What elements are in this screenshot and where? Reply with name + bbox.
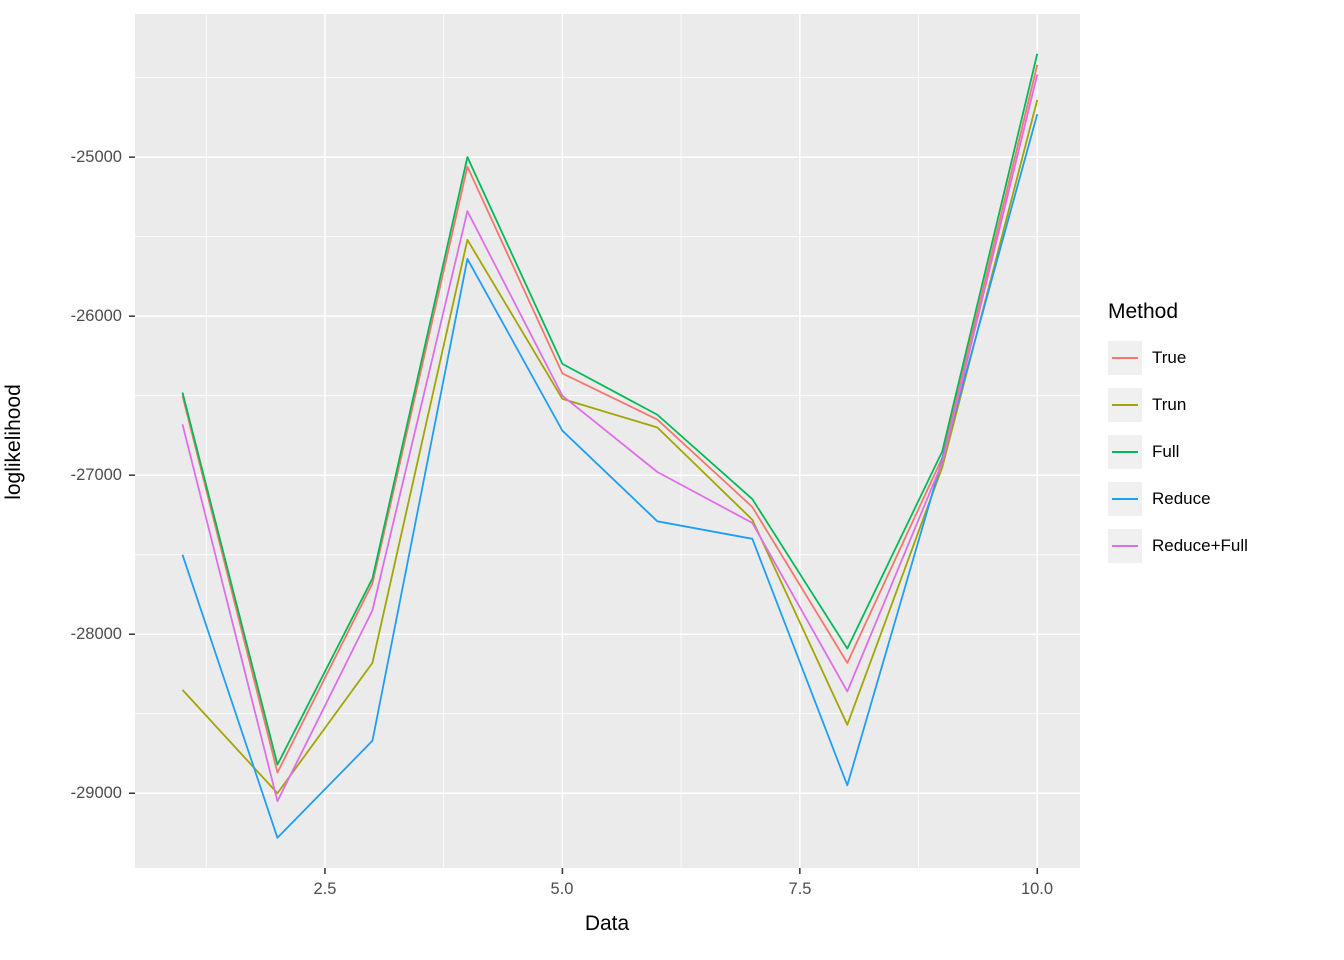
y-tick-label: -28000: [70, 625, 122, 643]
legend-key: [1108, 388, 1142, 422]
series-line-reduce: [181, 113, 1039, 839]
legend-item: True: [1108, 338, 1338, 378]
legend-line-icon: [1112, 498, 1138, 500]
legend-line-icon: [1112, 357, 1138, 359]
legend-label: Reduce: [1152, 489, 1211, 508]
x-tick-label: 10.0: [1020, 880, 1054, 898]
legend-label: Trun: [1152, 395, 1187, 414]
legend: Method True Trun Full Reduce Reduce+Full: [1108, 300, 1338, 573]
legend-line-icon: [1112, 545, 1138, 547]
legend-item: Reduce: [1108, 479, 1338, 519]
legend-key: [1108, 529, 1142, 563]
x-tick-label: 5.0: [550, 880, 574, 898]
series-line-trun: [181, 99, 1039, 795]
legend-key: [1108, 435, 1142, 469]
legend-label: Full: [1152, 442, 1180, 461]
legend-item: Full: [1108, 432, 1338, 472]
x-tick-label: 2.5: [313, 880, 337, 898]
y-tick-label: -27000: [70, 466, 122, 484]
legend-line-icon: [1112, 451, 1138, 453]
x-axis-title: Data: [584, 912, 630, 935]
series-line-full: [181, 53, 1039, 766]
series-line-reduce-full: [181, 74, 1039, 803]
legend-item: Reduce+Full: [1108, 526, 1338, 566]
y-tick-label: -29000: [70, 784, 122, 802]
series-line-true: [181, 64, 1039, 774]
plot-panel: [135, 14, 1080, 868]
y-axis-title: loglikelihood: [2, 384, 25, 500]
legend-item: Trun: [1108, 385, 1338, 425]
legend-key: [1108, 341, 1142, 375]
legend-title: Method: [1108, 300, 1179, 323]
legend-line-icon: [1112, 404, 1138, 406]
legend-label: Reduce+Full: [1152, 536, 1248, 555]
legend-label: True: [1152, 348, 1187, 367]
y-tick-label: -26000: [70, 307, 122, 325]
x-tick-label: 7.5: [788, 880, 812, 898]
legend-key: [1108, 482, 1142, 516]
y-tick-label: -25000: [70, 148, 122, 166]
